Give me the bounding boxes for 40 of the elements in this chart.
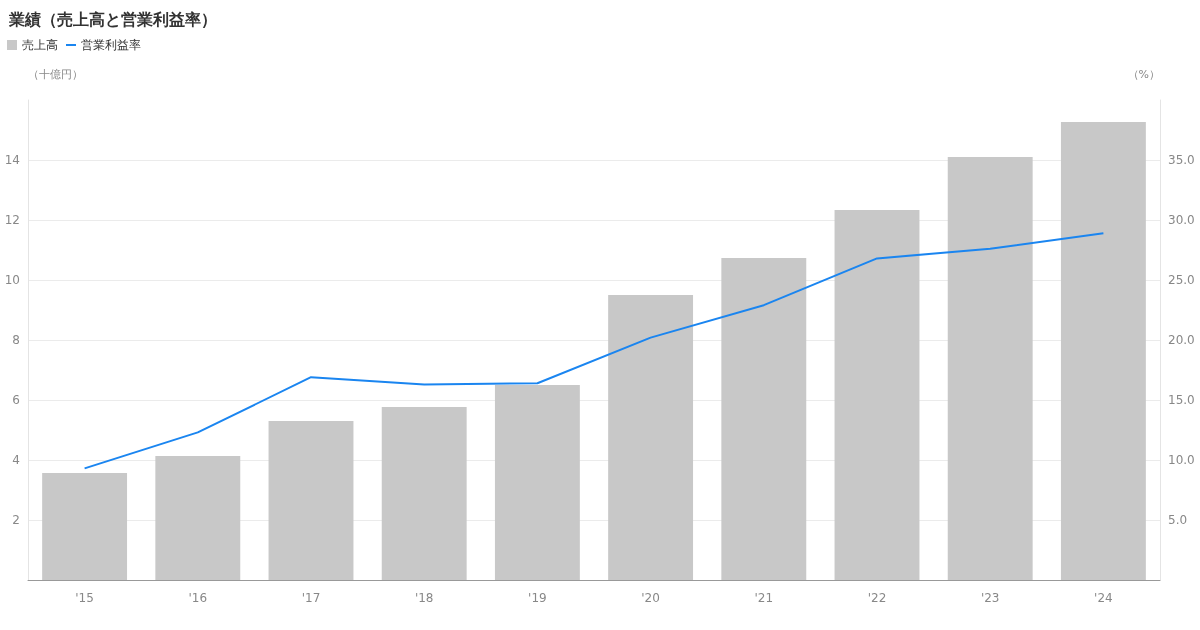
y-tick-label: 14 — [4, 153, 20, 167]
bar — [494, 385, 580, 580]
x-tick-label: '21 — [754, 591, 774, 605]
bar — [381, 406, 467, 580]
bar — [268, 421, 354, 580]
bar — [834, 210, 920, 580]
bar — [608, 295, 694, 580]
bar — [42, 472, 128, 580]
y2-tick-label: 5.0 — [1168, 513, 1188, 527]
y2-axis-title: （%） — [1127, 68, 1160, 81]
y2-tick-label: 20.0 — [1168, 333, 1195, 347]
chart-title: 業績（売上高と営業利益率） — [8, 9, 217, 29]
x-tick-label: '16 — [188, 591, 208, 605]
x-tick-label: '24 — [1094, 591, 1113, 605]
line-series — [83, 232, 1105, 470]
x-tick-label: '17 — [301, 591, 321, 605]
x-tick-label: '22 — [867, 591, 887, 605]
bar — [1060, 121, 1146, 580]
x-tick-label: '15 — [75, 591, 94, 605]
y-tick-label: 4 — [12, 453, 20, 467]
x-tick-label: '18 — [414, 591, 434, 605]
y-tick-label: 8 — [12, 333, 20, 347]
y-tick-label: 2 — [12, 513, 20, 527]
y2-tick-label: 10.0 — [1168, 453, 1195, 467]
x-tick-label: '23 — [980, 591, 1000, 605]
y-axis-title: （十億円） — [28, 68, 83, 81]
y-tick-label: 10 — [4, 273, 20, 287]
y-tick-label: 6 — [12, 393, 20, 407]
bar — [721, 258, 807, 580]
y2-tick-label: 35.0 — [1168, 153, 1195, 167]
x-tick-label: '19 — [528, 591, 547, 605]
legend-label: 売上高 — [22, 38, 58, 52]
legend-label: 営業利益率 — [81, 38, 141, 52]
bar — [947, 157, 1033, 580]
x-tick-label: '20 — [641, 591, 660, 605]
y2-tick-label: 30.0 — [1168, 213, 1195, 227]
y2-tick-label: 25.0 — [1168, 273, 1195, 287]
y-tick-label: 12 — [4, 213, 20, 227]
y2-tick-label: 15.0 — [1168, 393, 1195, 407]
bar — [155, 456, 241, 580]
